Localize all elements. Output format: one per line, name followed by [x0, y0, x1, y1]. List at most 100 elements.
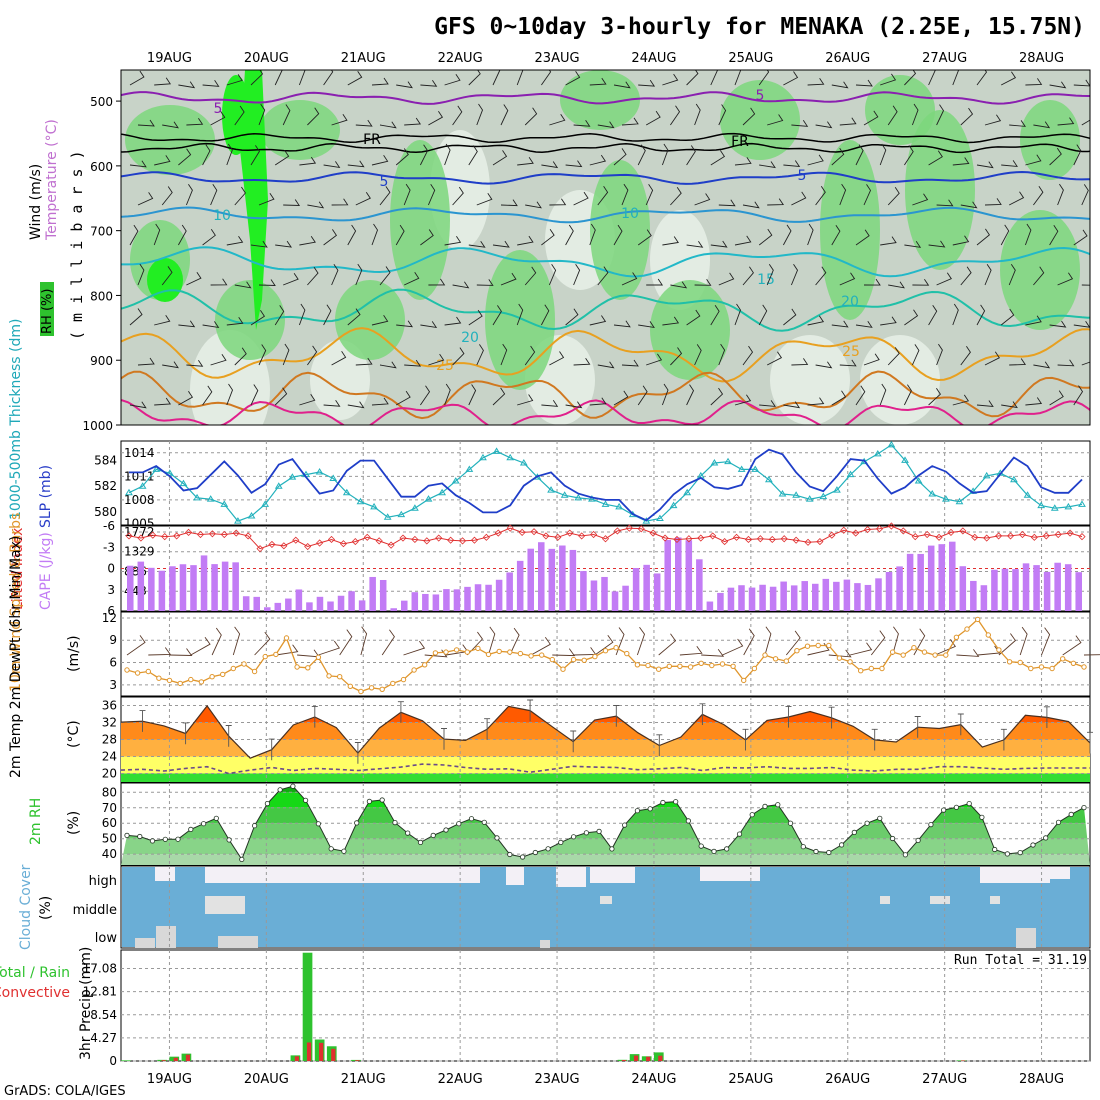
wind10m-barb — [403, 640, 426, 656]
thickness-marker — [737, 465, 746, 472]
rh-marker — [928, 821, 934, 828]
wind-barb — [734, 394, 752, 406]
cloud-high-gap — [506, 867, 524, 885]
wind-barb — [783, 71, 799, 86]
rh-marker — [864, 820, 870, 826]
wind-barb — [468, 70, 481, 86]
minmax-bar — [527, 699, 534, 722]
wind-barb — [186, 271, 202, 286]
wind-barb — [298, 70, 306, 86]
rh-marker — [889, 835, 896, 842]
wind-barb — [468, 240, 486, 248]
thickness-marker — [1023, 491, 1032, 498]
cape-bar — [127, 565, 134, 611]
wind10m-barb — [658, 633, 677, 656]
upper-panel-content: 5 5 FR FR 5 5 10 10 15 20 20 25 25 — [121, 70, 1090, 425]
wind-barb — [274, 305, 285, 326]
rh-marker — [570, 834, 577, 840]
wind-barb — [395, 148, 409, 166]
rh-marker — [685, 818, 692, 824]
wind10m-barb — [509, 627, 520, 656]
wind-barb — [1073, 144, 1082, 166]
rh-marker — [468, 816, 475, 822]
wind-barb — [202, 321, 220, 328]
li-marker — [518, 528, 526, 536]
wind-barb — [250, 384, 259, 406]
cape-bar — [622, 585, 629, 611]
thickness-marker — [547, 486, 555, 493]
wind10m-barb — [934, 639, 956, 656]
wind-barb — [210, 354, 227, 366]
cape-bar — [422, 593, 429, 611]
li-marker — [482, 533, 490, 541]
wind-barb — [662, 236, 679, 246]
temp-band — [121, 773, 1090, 782]
wind-barb — [783, 160, 801, 168]
thickness-marker — [206, 495, 215, 502]
cloud-high-gap — [980, 867, 1050, 883]
wind10m-barb — [318, 640, 341, 656]
wind-barb — [855, 144, 864, 166]
rh-marker — [430, 832, 436, 839]
rh-moist-patch — [260, 100, 340, 160]
wind-barb — [476, 279, 494, 286]
wind10m-marker — [464, 649, 470, 655]
contour-label: 5 — [380, 174, 389, 190]
wind-barb — [928, 304, 938, 326]
li-marker — [578, 532, 586, 540]
wind-barb — [783, 308, 797, 326]
rh-marker — [302, 797, 309, 803]
rh-marker — [762, 803, 768, 810]
contour-label: 5 — [214, 101, 223, 117]
wind-barb — [355, 357, 373, 366]
wind-barb — [758, 304, 768, 326]
wind-barb — [283, 199, 301, 206]
wind-barb — [662, 73, 679, 86]
wind-barb — [589, 154, 607, 166]
cape-bar — [875, 578, 882, 611]
li-marker — [732, 533, 741, 541]
rh-marker — [481, 819, 487, 825]
wind-barb — [645, 184, 654, 206]
li-marker — [911, 533, 919, 541]
rh-marker — [366, 798, 372, 805]
contour-label: 25 — [436, 358, 454, 374]
precip-tick: 12.81 — [83, 985, 117, 999]
wind10m-barb — [552, 648, 576, 657]
cloud-level-high: high — [89, 874, 117, 889]
rh-marker — [137, 833, 143, 840]
cape-bar — [780, 581, 787, 611]
wind-barb — [129, 401, 147, 409]
contour-line — [121, 327, 1090, 383]
cape-bar — [854, 583, 861, 611]
wind-barb — [960, 345, 971, 366]
rh-marker — [724, 846, 730, 852]
contour-line — [121, 206, 1090, 224]
cape-bar — [717, 592, 724, 611]
wind-barb — [476, 193, 493, 206]
wind10m-marker — [730, 663, 736, 669]
thickness-slp-frame — [120, 440, 1091, 526]
li-marker — [268, 540, 276, 548]
thickness-marker — [234, 517, 242, 524]
wind-barb — [815, 361, 833, 369]
cloud-high-gap — [700, 867, 760, 881]
wind-barb — [234, 105, 245, 126]
wind-barb — [492, 305, 502, 326]
date-bottom-28AUG: 28AUG — [1019, 1072, 1064, 1087]
contour-line — [121, 132, 1090, 144]
upper-panel-y-axis: 500 600 700 800 900 1000 — [82, 95, 121, 433]
wind10m-marker — [868, 665, 874, 672]
wind10m-marker — [836, 655, 843, 661]
li-marker — [685, 535, 693, 543]
wind-barb — [323, 399, 341, 407]
contour-line — [121, 370, 1090, 420]
y-tick-label: 1000 — [82, 419, 113, 433]
cape-bar — [1022, 563, 1030, 611]
wind-barb — [928, 387, 941, 406]
wind10m-marker — [496, 648, 502, 655]
rh-marker — [992, 846, 998, 853]
cloud-high-gap — [205, 867, 240, 883]
rh-marker — [328, 846, 334, 852]
rh-marker — [494, 835, 500, 841]
